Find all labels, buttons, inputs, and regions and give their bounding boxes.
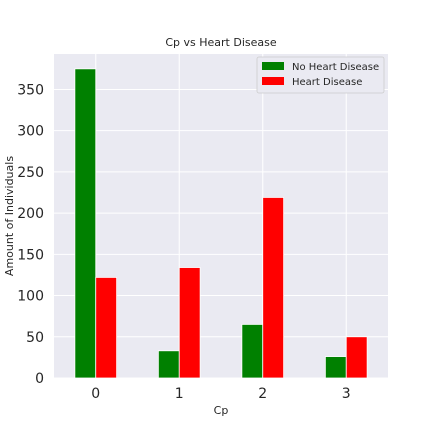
y-tick-label: 0 xyxy=(35,371,44,387)
y-tick-label: 250 xyxy=(17,165,44,181)
y-tick-label: 100 xyxy=(17,289,44,305)
y-tick-label: 350 xyxy=(17,82,44,98)
bar-heart-disease xyxy=(263,197,284,378)
y-axis-label: Amount of Individuals xyxy=(3,156,16,276)
bar-heart-disease xyxy=(179,268,200,378)
x-tick-label: 2 xyxy=(258,386,267,402)
bar-heart-disease xyxy=(96,277,117,378)
x-tick-label: 0 xyxy=(91,386,100,402)
legend-swatch-no-heart-disease xyxy=(262,62,284,70)
y-tick-label: 300 xyxy=(17,124,44,140)
y-tick-label: 150 xyxy=(17,247,44,263)
bar-no-heart-disease xyxy=(325,357,346,378)
x-axis-label: Cp xyxy=(214,404,229,417)
legend: No Heart Disease Heart Disease xyxy=(257,57,384,93)
x-tick-label: 3 xyxy=(342,386,351,402)
legend-label-no-heart-disease: No Heart Disease xyxy=(292,62,379,73)
chart-title: Cp vs Heart Disease xyxy=(165,36,277,49)
bar-no-heart-disease xyxy=(158,351,179,378)
x-tick-label: 1 xyxy=(175,386,184,402)
legend-swatch-heart-disease xyxy=(262,77,284,85)
bar-no-heart-disease xyxy=(242,324,263,378)
y-tick-label: 50 xyxy=(26,330,44,346)
legend-label-heart-disease: Heart Disease xyxy=(292,77,362,88)
bar-no-heart-disease xyxy=(75,69,96,378)
bar-heart-disease xyxy=(346,337,367,378)
y-tick-label: 200 xyxy=(17,206,44,222)
